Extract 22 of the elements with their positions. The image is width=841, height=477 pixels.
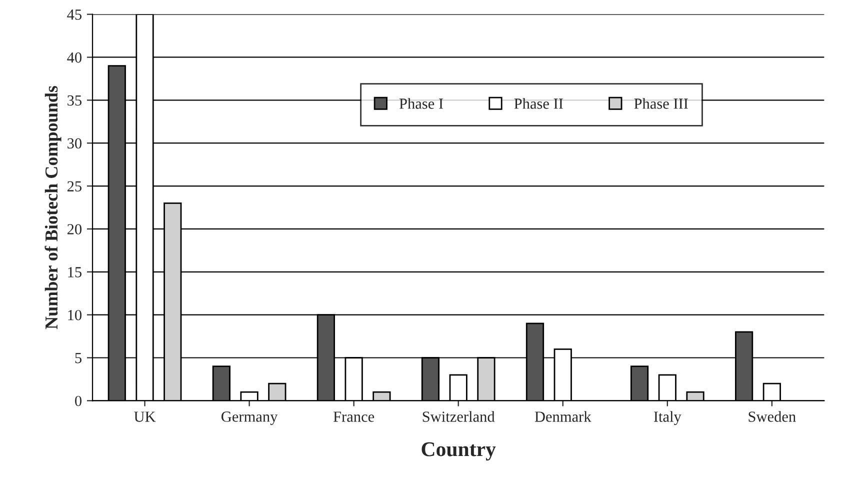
y-tick-label: 20 [67, 224, 82, 234]
y-tick-label: 45 [67, 10, 82, 20]
y-tick-label: 30 [68, 138, 82, 149]
x-tick-label: UK [134, 412, 156, 422]
x-tick-label: Sweden [748, 411, 796, 422]
x-tick-label: France [333, 412, 374, 422]
y-tick-label: 5 [75, 353, 82, 364]
y-tick-label: 40 [67, 52, 82, 63]
x-tick-label: Germany [222, 412, 278, 425]
y-tick-label: 25 [67, 181, 82, 192]
y-tick-label: 35 [68, 95, 82, 106]
x-tick-label: Switzerland [422, 411, 495, 422]
legend-label: Phase I [399, 98, 444, 109]
x-axis-title: Country [422, 442, 496, 461]
y-tick-label: 10 [68, 310, 82, 320]
x-tick-label: Italy [654, 411, 682, 425]
legend-label: Phase II [514, 98, 563, 109]
x-tick-label: Denmark [534, 411, 592, 422]
y-tick-label: 0 [75, 396, 82, 406]
legend-label: Phase III [634, 98, 688, 109]
y-tick-label: 15 [68, 267, 82, 278]
y-axis-title: Number of Biotech Compounds [44, 86, 62, 330]
